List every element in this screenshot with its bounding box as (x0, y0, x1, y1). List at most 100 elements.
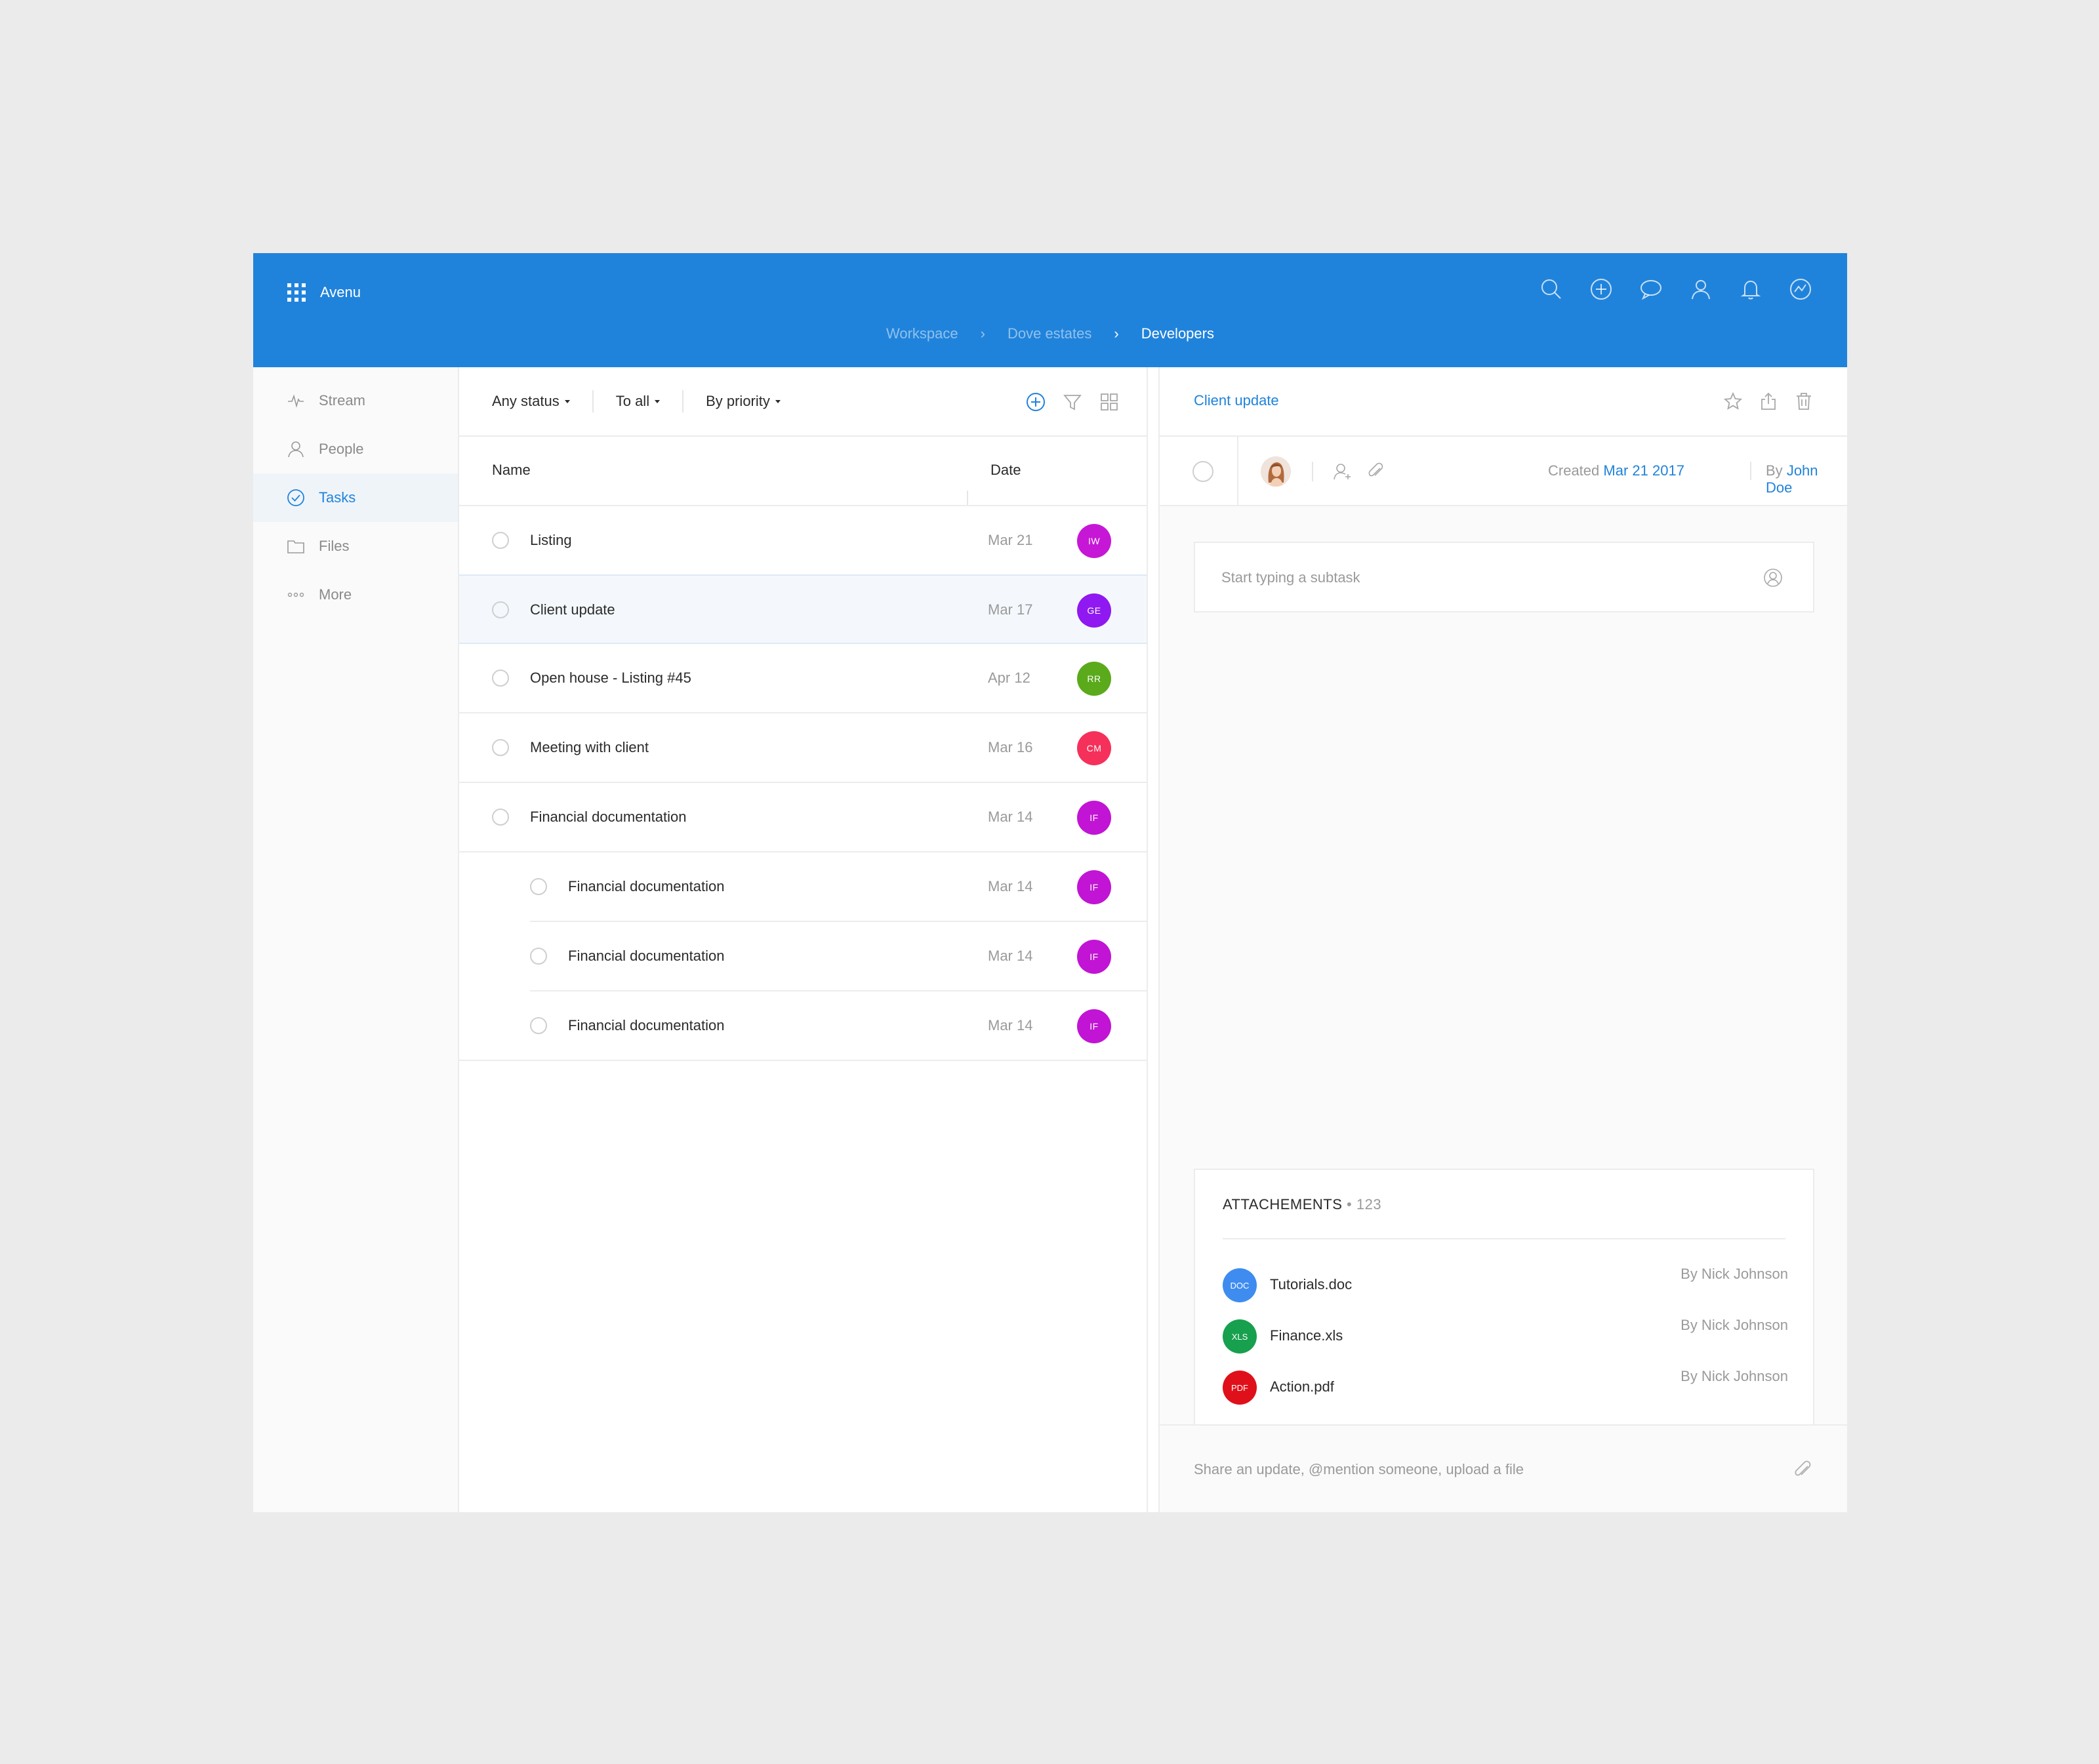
add-icon[interactable] (1589, 277, 1614, 302)
trash-icon[interactable] (1793, 391, 1814, 412)
task-date: Mar 14 (988, 878, 1033, 894)
attachment-name[interactable]: Finance.xls (1270, 1327, 1343, 1344)
top-bar: Avenu Workspace › Dove (253, 253, 1847, 367)
task-row[interactable]: Meeting with client Mar 16 CM (459, 713, 1147, 783)
attachment-author: By Nick Johnson (1681, 1266, 1788, 1282)
paperclip-icon[interactable] (1364, 460, 1387, 483)
share-icon[interactable] (1758, 391, 1779, 412)
attachments-card: ATTACHEMENTS • 123 DOC Tutorials.doc By … (1194, 1169, 1814, 1424)
task-checkbox[interactable] (530, 948, 547, 965)
task-checkbox[interactable] (492, 739, 509, 756)
sidebar-item-tasks[interactable]: Tasks (253, 473, 458, 522)
apps-grid-icon[interactable] (287, 283, 306, 302)
assignee-avatar[interactable]: IF (1077, 801, 1111, 835)
task-row[interactable]: Listing Mar 21 IW (459, 506, 1147, 576)
assignee-avatar[interactable]: CM (1077, 731, 1111, 765)
caret-down-icon (564, 399, 570, 403)
chat-icon[interactable] (1639, 277, 1663, 302)
task-date: Mar 14 (988, 809, 1033, 825)
created-date[interactable]: Mar 21 2017 (1603, 462, 1684, 479)
attachment-name[interactable]: Action.pdf (1270, 1378, 1334, 1395)
task-date: Mar 14 (988, 948, 1033, 964)
add-assignee-icon[interactable] (1332, 460, 1354, 483)
sidebar-item-label: More (319, 586, 352, 603)
detail-meta: Created Mar 21 2017 By John Doe (1160, 437, 1847, 506)
assignee-avatar[interactable]: IF (1077, 1009, 1111, 1043)
task-checkbox[interactable] (492, 670, 509, 687)
complete-checkbox[interactable] (1192, 461, 1213, 482)
sidebar-item-people[interactable]: People (253, 425, 458, 473)
task-checkbox[interactable] (530, 878, 547, 895)
breadcrumb-developers[interactable]: Developers (1141, 325, 1214, 342)
subtask-input[interactable] (1221, 567, 1733, 589)
column-date[interactable]: Date (990, 462, 1021, 478)
chevron-right-icon: › (1114, 325, 1119, 342)
filter-bar: Any status To all By priority (459, 367, 1147, 437)
assignee-filter-label: To all (615, 393, 650, 409)
chevron-right-icon: › (980, 325, 985, 342)
detail-actions (1722, 391, 1814, 412)
task-name: Financial documentation (568, 1017, 725, 1033)
user-icon[interactable] (1688, 277, 1713, 302)
breadcrumb-workspace[interactable]: Workspace (886, 325, 958, 342)
detail-title[interactable]: Client update (1194, 392, 1279, 409)
divider (682, 390, 684, 412)
star-icon[interactable] (1722, 391, 1743, 412)
breadcrumb-dove-estates[interactable]: Dove estates (1007, 325, 1092, 342)
attachment-author: By Nick Johnson (1681, 1317, 1788, 1333)
assignee-avatar[interactable]: IF (1077, 870, 1111, 904)
task-date: Mar 21 (988, 532, 1033, 548)
assignee-avatar[interactable]: IW (1077, 524, 1111, 558)
add-task-icon[interactable] (1025, 391, 1047, 413)
sidebar-item-label: People (319, 441, 364, 457)
app-window: Avenu Workspace › Dove (253, 253, 1847, 1512)
assignee-filter[interactable]: To all (615, 393, 661, 410)
status-filter[interactable]: Any status (492, 393, 570, 410)
task-row[interactable]: Open house - Listing #45 Apr 12 RR (459, 644, 1147, 713)
update-composer (1160, 1424, 1847, 1512)
author-name[interactable]: John Doe (1766, 462, 1818, 496)
sidebar-item-stream[interactable]: Stream (253, 376, 458, 425)
attachments-count: • 123 (1347, 1196, 1382, 1213)
brand[interactable]: Avenu (287, 281, 361, 304)
task-row[interactable]: Financial documentation Mar 14 IF (459, 783, 1147, 852)
attachment-name[interactable]: Tutorials.doc (1270, 1276, 1353, 1293)
bell-icon[interactable] (1738, 277, 1763, 302)
column-divider (967, 491, 968, 505)
task-checkbox[interactable] (530, 1017, 547, 1034)
task-checkbox[interactable] (492, 809, 509, 826)
filter-icon[interactable] (1061, 391, 1084, 413)
sidebar-item-more[interactable]: More (253, 571, 458, 619)
divider (1223, 1238, 1785, 1239)
divider (1312, 462, 1313, 481)
assignee-avatar[interactable]: RR (1077, 662, 1111, 696)
subtask-row[interactable]: Financial documentation Mar 14 IF (459, 922, 1147, 992)
subtask-box (1194, 542, 1814, 612)
assignee-avatar[interactable]: GE (1077, 593, 1111, 628)
pulse-icon (286, 391, 306, 411)
subtask-row[interactable]: Financial documentation Mar 14 IF (459, 852, 1147, 922)
sort-filter[interactable]: By priority (706, 393, 781, 410)
update-input[interactable] (1194, 1458, 1758, 1481)
list-actions (1025, 391, 1120, 413)
attachment-item[interactable]: DOC Tutorials.doc By Nick Johnson (1223, 1266, 1788, 1308)
attachment-item[interactable]: XLS Finance.xls By Nick Johnson (1223, 1317, 1788, 1359)
caret-down-icon (775, 399, 781, 403)
task-checkbox[interactable] (492, 601, 509, 618)
attach-file-icon[interactable] (1791, 1458, 1814, 1482)
assignee-avatar[interactable]: IF (1077, 940, 1111, 974)
activity-icon[interactable] (1788, 277, 1813, 302)
assign-user-icon[interactable] (1762, 567, 1784, 589)
task-name: Financial documentation (568, 948, 725, 964)
assignee-photo[interactable] (1261, 456, 1291, 487)
column-name[interactable]: Name (492, 462, 531, 478)
subtask-row[interactable]: Financial documentation Mar 14 IF (459, 992, 1147, 1061)
search-icon[interactable] (1539, 277, 1564, 302)
task-row-selected[interactable]: Client update Mar 17 GE (459, 574, 1147, 644)
grid-view-icon[interactable] (1098, 391, 1120, 413)
attachment-item[interactable]: PDF Action.pdf By Nick Johnson (1223, 1368, 1788, 1410)
task-checkbox[interactable] (492, 532, 509, 549)
attachments-heading: ATTACHEMENTS • 123 (1223, 1196, 1381, 1213)
sidebar-item-files[interactable]: Files (253, 522, 458, 571)
detail-header: Client update (1160, 367, 1847, 437)
